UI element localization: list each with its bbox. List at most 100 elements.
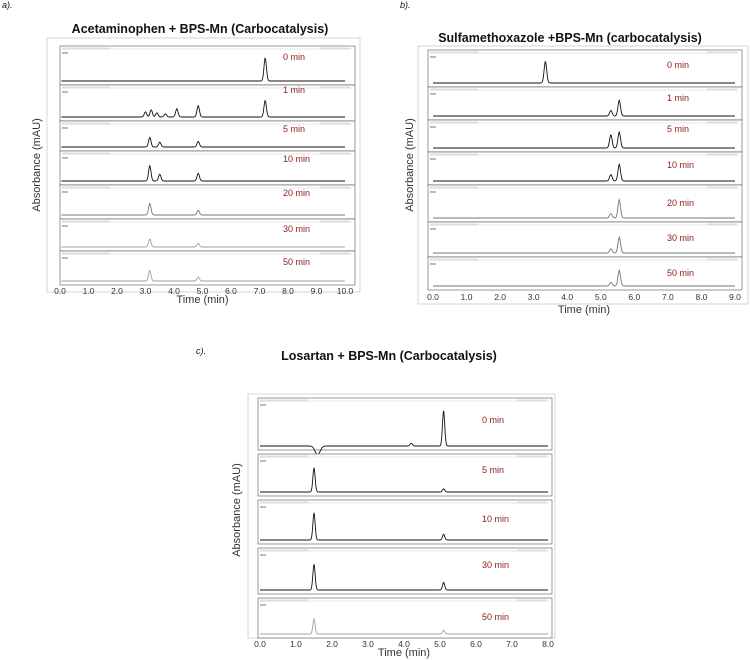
trace-channel-tag (430, 191, 436, 193)
trace-channel-tag (260, 554, 266, 556)
x-tick-label: 0.0 (254, 639, 266, 649)
trace-info-tag (430, 186, 478, 189)
trace-info-tag (62, 122, 110, 125)
trace-file-tag (517, 501, 547, 504)
x-tick-label: 3.0 (140, 286, 152, 296)
x-axis-label: Time (min) (176, 294, 228, 306)
trace-file-tag (320, 86, 350, 89)
trace-line (260, 512, 548, 541)
trace-info-tag (430, 223, 478, 226)
trace-time-label: 1 min (667, 93, 689, 103)
chromatogram-20-min: 20 min (427, 184, 743, 223)
trace-info-tag (260, 455, 308, 458)
trace-info-tag (260, 501, 308, 504)
chromatogram-30-min: 30 min (427, 221, 743, 258)
trace-time-label: 0 min (667, 60, 689, 70)
trace-time-label: 1 min (283, 85, 305, 95)
trace-info-tag (430, 258, 478, 261)
trace-info-tag (62, 220, 110, 223)
x-tick-label: 9.0 (311, 286, 323, 296)
trace-file-tag (707, 186, 737, 189)
x-tick-label: 4.0 (398, 639, 410, 649)
trace-channel-tag (62, 127, 68, 129)
chromatogram-0-min: 0 min (427, 49, 743, 88)
chromatogram-10-min: 10 min (427, 151, 743, 186)
trace-line (61, 57, 345, 82)
x-tick-label: 8.0 (696, 292, 708, 302)
chart-panel-2: b). Sulfamethoxazole +BPS-Mn (carbocataly… (400, 0, 749, 316)
trace-box (257, 397, 553, 451)
trace-box (257, 547, 553, 595)
chromatogram-5-min: 5 min (59, 120, 356, 152)
trace-time-label: 10 min (667, 160, 694, 170)
trace-channel-tag (260, 460, 266, 462)
trace-channel-tag (62, 91, 68, 93)
trace-file-tag (707, 258, 737, 261)
trace-box (59, 84, 356, 122)
chart-frame (46, 37, 361, 293)
trace-info-tag (260, 399, 308, 402)
x-tick-label: 7.0 (254, 286, 266, 296)
trace-line (433, 197, 735, 219)
trace-file-tag (707, 153, 737, 156)
x-tick-label: 8.0 (542, 639, 554, 649)
trace-time-label: 20 min (667, 198, 694, 208)
trace-time-label: 5 min (482, 465, 504, 475)
trace-file-tag (320, 186, 350, 189)
trace-box (257, 597, 553, 639)
trace-file-tag (517, 599, 547, 602)
trace-time-label: 10 min (482, 514, 509, 524)
x-tick-label: 3.0 (528, 292, 540, 302)
chromatogram-0-min: 0 min (59, 45, 356, 86)
trace-box (427, 86, 743, 121)
trace-box (427, 119, 743, 153)
trace-info-tag (260, 549, 308, 552)
trace-file-tag (517, 549, 547, 552)
trace-line (61, 269, 345, 282)
trace-info-tag (62, 47, 110, 50)
x-tick-label: 6.0 (628, 292, 640, 302)
trace-line (433, 98, 735, 117)
trace-channel-tag (430, 93, 436, 95)
chromatogram-1-min: 1 min (59, 84, 356, 122)
x-tick-label: 7.0 (506, 639, 518, 649)
trace-info-tag (430, 153, 478, 156)
trace-box (427, 49, 743, 88)
trace-box (59, 150, 356, 186)
trace-channel-tag (62, 257, 68, 259)
x-tick-label: 3.0 (362, 639, 374, 649)
trace-line (61, 202, 345, 216)
chromatogram-0-min: 0 min (257, 397, 553, 456)
trace-info-tag (62, 252, 110, 255)
chromatogram-50-min: 50 min (59, 250, 356, 286)
trace-time-label: 20 min (283, 188, 310, 198)
trace-info-tag (62, 152, 110, 155)
trace-file-tag (517, 455, 547, 458)
trace-channel-tag (430, 263, 436, 265)
x-tick-label: 8.0 (282, 286, 294, 296)
trace-file-tag (707, 88, 737, 91)
trace-info-tag (430, 121, 478, 124)
trace-file-tag (517, 399, 547, 402)
trace-line (61, 99, 345, 118)
chart-panel-3: c). Losartan + BPS-Mn (Carbocatalysis) Abs… (196, 346, 556, 659)
chart-frame (417, 45, 749, 305)
trace-line (433, 162, 735, 182)
x-tick-label: 1.0 (461, 292, 473, 302)
trace-time-label: 50 min (667, 268, 694, 278)
trace-file-tag (320, 47, 350, 50)
trace-time-label: 10 min (283, 154, 310, 164)
x-tick-label: 6.0 (470, 639, 482, 649)
x-tick-label: 5.0 (434, 639, 446, 649)
trace-channel-tag (260, 506, 266, 508)
chromatogram-50-min: 50 min (257, 597, 553, 639)
trace-line (260, 617, 548, 635)
trace-box (257, 499, 553, 545)
trace-box (59, 120, 356, 152)
trace-file-tag (320, 252, 350, 255)
trace-box (59, 45, 356, 86)
trace-info-tag (430, 88, 478, 91)
x-axis-label: Time (min) (558, 304, 610, 316)
trace-line (61, 136, 345, 148)
trace-box (427, 221, 743, 258)
